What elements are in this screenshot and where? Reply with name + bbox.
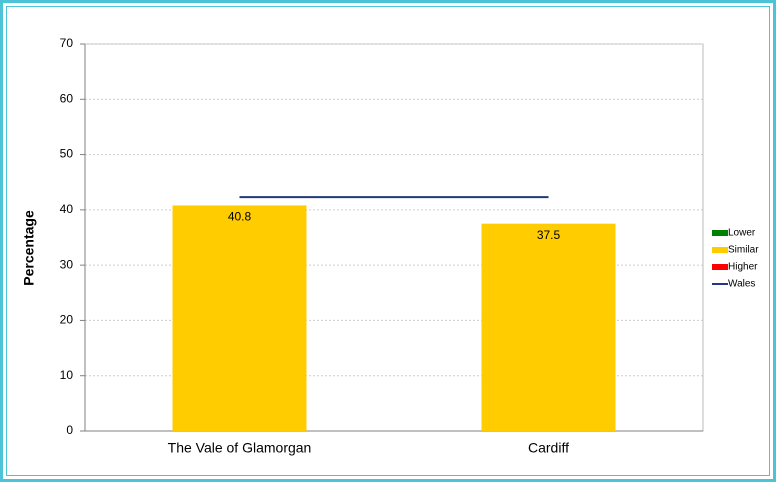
bar — [481, 223, 616, 431]
y-tick-label: 10 — [60, 368, 74, 382]
legend-label: Higher — [728, 262, 758, 273]
x-tick-label: The Vale of Glamorgan — [168, 440, 312, 456]
y-tick-label: 20 — [60, 313, 74, 327]
inner-frame — [6, 6, 770, 476]
legend-label: Lower — [728, 228, 756, 239]
y-tick-label: 0 — [66, 423, 73, 437]
y-axis-label: Percentage — [21, 210, 37, 286]
data-label: 37.5 — [537, 228, 561, 242]
data-label: 40.8 — [228, 210, 252, 224]
legend-label: Similar — [728, 245, 759, 256]
legend-swatch — [712, 247, 728, 253]
y-tick-label: 70 — [60, 36, 74, 50]
legend-swatch — [712, 264, 728, 270]
y-tick-label: 60 — [60, 91, 74, 105]
y-tick-label: 40 — [60, 202, 74, 216]
y-tick-label: 30 — [60, 257, 74, 271]
y-tick-label: 50 — [60, 147, 74, 161]
legend-label: Wales — [728, 279, 755, 290]
legend-swatch — [712, 230, 728, 236]
bar — [172, 205, 307, 431]
x-tick-label: Cardiff — [528, 440, 569, 456]
